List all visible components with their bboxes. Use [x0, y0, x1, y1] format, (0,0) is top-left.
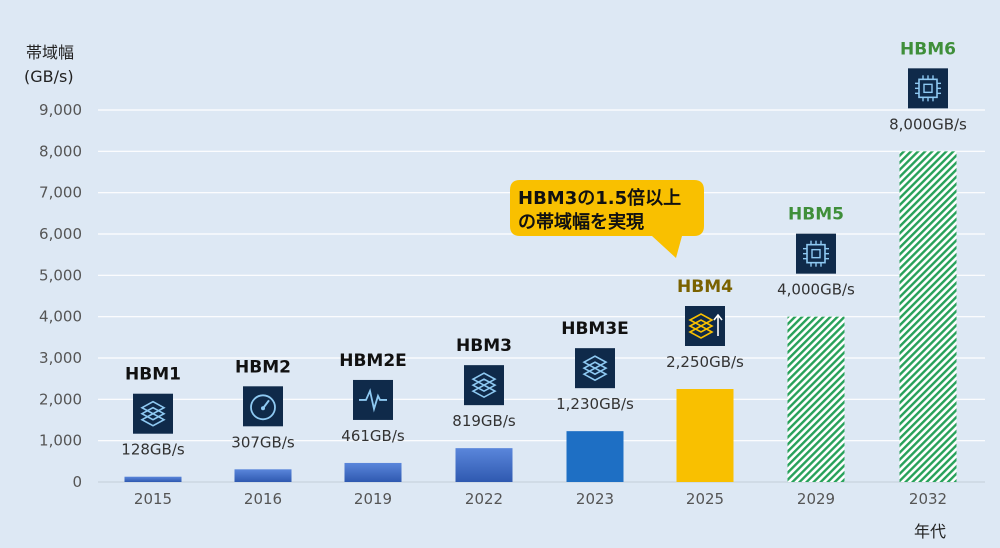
- bar-2022: [455, 448, 513, 482]
- y-tick-label: 2,000: [39, 390, 82, 408]
- chip-core: [923, 83, 933, 94]
- layer-shape: [582, 361, 608, 376]
- y-tick-label: 6,000: [39, 225, 82, 243]
- generation-label: HBM4: [677, 277, 733, 297]
- callout-line2: の帯域幅を実現: [518, 211, 644, 233]
- bar-2029: [787, 316, 845, 482]
- bar-2016: [234, 469, 292, 482]
- y-axis-ticks: 0 1,000 2,000 3,000 4,000 5,000 6,000 7,000 8,00…: [39, 101, 82, 491]
- value-label: 307GB/s: [231, 433, 295, 451]
- generation-label: HBM5: [788, 205, 844, 225]
- callout-bubble: [510, 180, 704, 258]
- x-tick-label: 2019: [354, 490, 392, 508]
- generation-label: HBM3: [456, 336, 512, 356]
- y-tick-label: 3,000: [39, 349, 82, 367]
- chip-icon: [796, 233, 836, 274]
- x-axis-ticks: 2015 2016 2019 2022 2023 2025 2029 2032: [134, 490, 947, 508]
- y-tick-label: 1,000: [39, 432, 82, 450]
- value-label: 128GB/s: [121, 441, 185, 459]
- y-tick-label: 0: [72, 473, 82, 491]
- x-tick-label: 2023: [576, 490, 614, 508]
- y-tick-label: 5,000: [39, 266, 82, 284]
- callout-line1: HBM3の1.5倍以上: [518, 187, 681, 209]
- x-tick-label: 2022: [465, 490, 503, 508]
- bar-2025: [676, 389, 734, 482]
- layers-up-icon: [685, 306, 725, 346]
- gauge-icon: [243, 386, 283, 427]
- bar-2023: [566, 431, 624, 482]
- value-label: 819GB/s: [452, 412, 516, 430]
- y-axis-label-line2: (GB/s): [24, 67, 74, 86]
- layers-icon: [575, 348, 615, 389]
- x-axis-label: 年代: [914, 522, 946, 541]
- layer-shape: [140, 400, 166, 415]
- y-tick-label: 4,000: [39, 308, 82, 326]
- generation-icons: [133, 68, 948, 434]
- layer-shape: [471, 372, 497, 387]
- value-labels: 128GB/s 307GB/s 461GB/s 819GB/s 1,230GB/s 2,2…: [121, 115, 967, 458]
- value-label: 2,250GB/s: [666, 353, 744, 371]
- value-label: 8,000GB/s: [889, 115, 967, 133]
- y-tick-label: 7,000: [39, 184, 82, 202]
- bar-2019: [344, 462, 402, 482]
- generation-label: HBM2E: [339, 351, 407, 371]
- waveform-icon: [353, 379, 393, 420]
- layers-icon: [464, 365, 504, 406]
- y-axis-label-line1: 帯域幅: [26, 43, 74, 62]
- generation-labels: HBM1 HBM2 HBM2E HBM3 HBM3E HBM4 HBM5 HBM6: [125, 39, 956, 384]
- chip-core: [811, 248, 821, 259]
- bar-2015: [124, 476, 182, 482]
- icon-tile: [908, 68, 948, 109]
- value-label: 1,230GB/s: [556, 395, 634, 413]
- gauge-ring: [250, 394, 276, 421]
- up-arrow: [713, 313, 723, 336]
- chip-icon: [908, 68, 948, 109]
- x-tick-label: 2015: [134, 490, 172, 508]
- x-tick-label: 2032: [909, 490, 947, 508]
- generation-label: HBM6: [900, 39, 956, 59]
- bar-2032: [899, 151, 957, 483]
- layers-icon: [133, 393, 173, 434]
- layer-shape: [140, 406, 166, 421]
- generation-label: HBM1: [125, 365, 181, 385]
- x-tick-label: 2016: [244, 490, 282, 508]
- waveform-line: [359, 388, 387, 413]
- layer-shape: [140, 412, 166, 427]
- gauge-hub: [261, 406, 265, 411]
- layer-shape: [688, 325, 714, 339]
- x-tick-label: 2029: [797, 490, 835, 508]
- y-tick-label: 8,000: [39, 142, 82, 160]
- layer-shape: [582, 355, 608, 370]
- value-label: 461GB/s: [341, 427, 405, 445]
- value-label: 4,000GB/s: [777, 281, 855, 299]
- generation-label: HBM3E: [561, 319, 629, 339]
- layer-shape: [688, 319, 714, 333]
- generation-label: HBM2: [235, 357, 291, 377]
- x-tick-label: 2025: [686, 490, 724, 508]
- layer-shape: [471, 384, 497, 399]
- layer-shape: [688, 313, 714, 327]
- y-tick-label: 9,000: [39, 101, 82, 119]
- layer-shape: [471, 378, 497, 393]
- callout-annotation: HBM3の1.5倍以上 の帯域幅を実現: [510, 180, 704, 258]
- bars: [124, 151, 957, 483]
- layer-shape: [582, 367, 608, 382]
- icon-tile: [796, 233, 836, 274]
